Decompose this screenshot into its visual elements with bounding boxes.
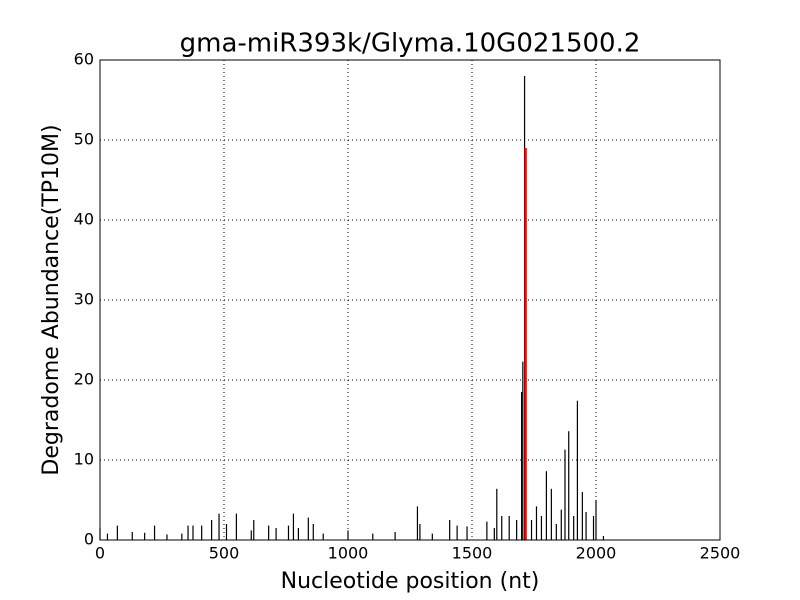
x-tick-label: 0 [95, 544, 105, 563]
y-tick-label: 40 [74, 210, 94, 229]
x-tick-label: 1500 [452, 544, 493, 563]
chart-title: gma-miR393k/Glyma.10G021500.2 [180, 29, 641, 59]
y-tick-label: 30 [74, 290, 94, 309]
x-tick-label: 1000 [328, 544, 369, 563]
y-tick-label: 0 [84, 530, 94, 549]
x-tick-label: 500 [209, 544, 240, 563]
y-tick-label: 10 [74, 450, 94, 469]
x-tick-label: 2500 [700, 544, 741, 563]
y-axis-label: Degradome Abundance(TP10M) [39, 124, 64, 475]
plot-frame [99, 59, 721, 541]
y-tick-label: 60 [74, 50, 94, 69]
x-tick-label: 2000 [576, 544, 617, 563]
x-axis-label: Nucleotide position (nt) [281, 569, 540, 594]
y-tick-label: 50 [74, 130, 94, 149]
y-tick-label: 20 [74, 370, 94, 389]
plot-area: 0 10 20 30 40 50 60 0 500 1000 1500 2000 2500 [74, 50, 741, 563]
